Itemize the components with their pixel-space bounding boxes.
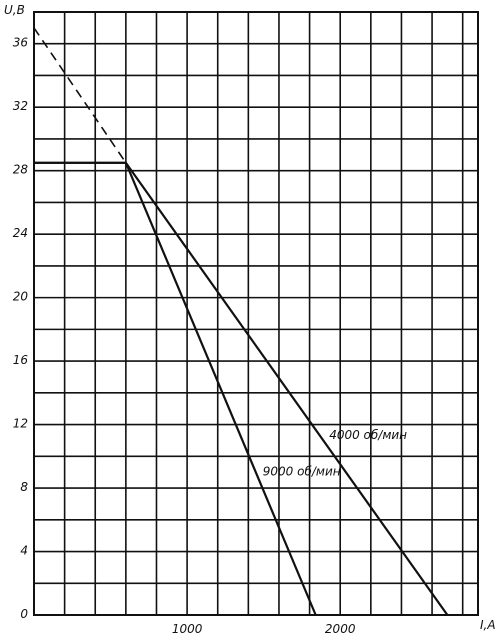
y-axis-label: U,B [4,3,25,17]
plot-frame [33,11,479,616]
extrapolation-dashed-line [33,27,127,164]
y-tick-label: 8 [20,480,28,494]
y-tick-label: 24 [13,226,28,240]
x-tick-label: 2000 [325,622,356,636]
series-line-2 [34,161,317,616]
y-tick-label: 20 [13,290,29,304]
y-tick-label: 12 [13,417,28,431]
y-tick-label: 36 [13,36,29,50]
y-tick-label: 32 [13,99,28,113]
y-tick-labels: 0 4 8 12 16 20 24 28 32 36 [13,36,29,621]
series-annotation-2: 9000 об/мин [263,464,341,478]
series-annotation-1: 4000 об/мин [329,428,407,442]
y-tick-label: 0 [20,607,28,621]
x-tick-label: 1000 [172,622,203,636]
chart-grid [34,12,478,615]
series-annotations: 4000 об/мин 9000 об/мин [263,428,407,478]
x-axis-label: I,A [480,618,496,632]
y-tick-label: 16 [13,353,29,367]
y-tick-label: 4 [20,544,28,558]
series-layer [33,27,449,616]
y-tick-label: 28 [13,163,29,177]
x-tick-labels: 1000 2000 [172,622,356,636]
